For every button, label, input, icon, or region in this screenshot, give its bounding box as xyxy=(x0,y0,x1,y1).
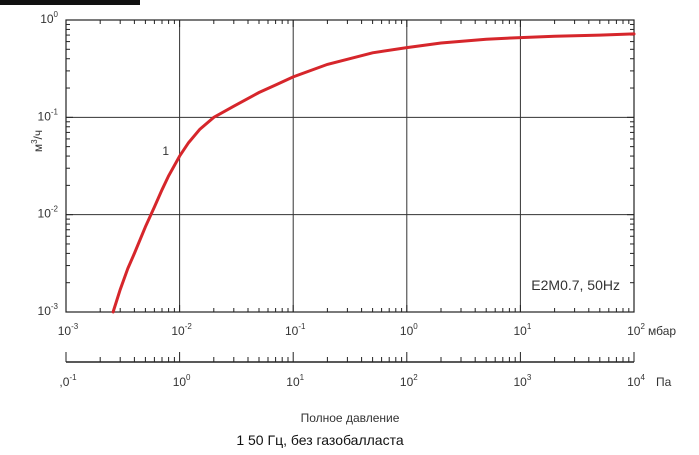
x2-tick-label: 103 xyxy=(513,373,531,389)
x-axis-label: Полное давление xyxy=(301,411,400,425)
y-axis-label-base: м xyxy=(31,144,45,152)
figure-caption: 1 50 Гц, без газобалласта xyxy=(0,432,640,448)
secondary-x-axis: ,0-1 100 101 102 103 104 xyxy=(59,352,645,389)
x-tick-label: 10-3 xyxy=(58,322,79,338)
x-axis-unit: мбар xyxy=(648,324,676,338)
y-tick-label: 10-2 xyxy=(38,205,59,221)
model-label: E2M0.7, 50Hz xyxy=(531,277,620,293)
x2-tick-label: 104 xyxy=(627,373,645,389)
x2-tick-label: 100 xyxy=(173,373,191,389)
x2-tick-label: ,0-1 xyxy=(59,373,77,389)
curve-label: 1 xyxy=(162,144,169,158)
y-tick-label: 10-1 xyxy=(38,107,59,123)
x-tick-label: 10-2 xyxy=(171,322,192,338)
y-tick-label: 100 xyxy=(40,10,58,26)
minor-ticks xyxy=(66,20,634,312)
x-tick-label: 101 xyxy=(513,322,531,338)
pump-speed-chart: 10-3 10-2 10-1 100 101 102 100 10-1 10-2 10-3 мб… xyxy=(0,0,699,430)
x-tick-label: 102 xyxy=(627,322,645,338)
grid xyxy=(66,20,634,312)
x2-tick-label: 101 xyxy=(286,373,304,389)
x-tick-labels: 10-3 10-2 10-1 100 101 102 xyxy=(58,322,646,338)
series-line-0 xyxy=(113,34,634,312)
x2-axis-unit: Па xyxy=(656,375,672,389)
x-tick-label: 10-1 xyxy=(285,322,306,338)
x2-tick-label: 102 xyxy=(400,373,418,389)
y-axis-label-rest: /ч xyxy=(31,130,45,140)
plot-frame xyxy=(66,20,634,312)
y-tick-labels: 100 10-1 10-2 10-3 xyxy=(38,10,59,318)
y-tick-label: 10-3 xyxy=(38,302,59,318)
y-axis-label: м3/ч xyxy=(30,130,45,152)
x-tick-label: 100 xyxy=(400,322,418,338)
